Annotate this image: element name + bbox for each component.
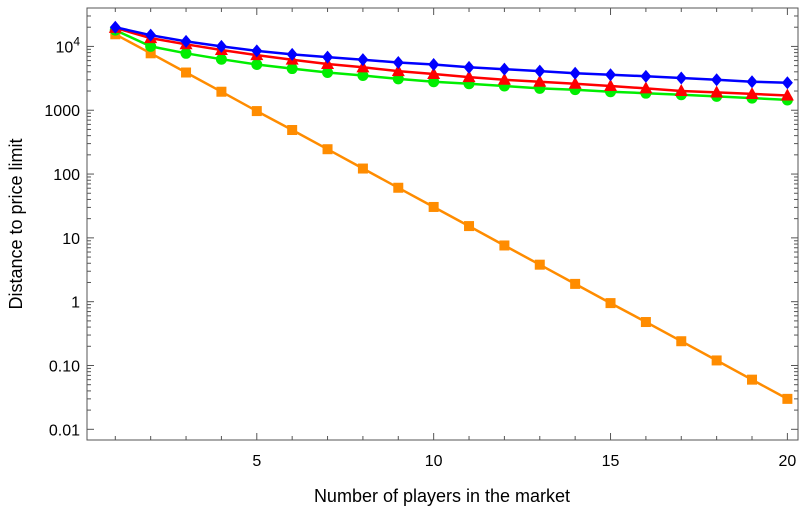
data-point-square	[393, 182, 404, 193]
data-point-circle	[286, 63, 298, 75]
data-point-square	[640, 317, 651, 328]
data-point-diamond	[569, 66, 581, 80]
data-point-triangle	[497, 72, 511, 85]
data-point-square	[464, 221, 475, 232]
data-point-square	[782, 393, 793, 404]
plot-frame	[86, 7, 799, 441]
ticks: 5 10 15 20 0.01 0.10 1 10 100 1000 104	[44, 7, 798, 470]
data-point-diamond	[640, 69, 652, 83]
data-point-square	[322, 144, 333, 155]
data-point-triangle	[674, 84, 688, 97]
data-point-triangle	[745, 86, 759, 99]
y-tick-label: 104	[56, 34, 81, 56]
series-square	[110, 29, 793, 404]
data-point-square	[428, 201, 439, 212]
y-tick-label: 10	[62, 231, 80, 248]
series-line	[114, 28, 788, 102]
series-line	[114, 26, 788, 97]
data-point-triangle	[780, 88, 794, 101]
data-point-square	[251, 106, 262, 117]
data-point-diamond	[605, 68, 617, 82]
data-point-triangle	[568, 76, 582, 89]
x-tick-label: 20	[778, 453, 796, 470]
y-axis-title: Distance to price limit	[6, 138, 26, 309]
x-tick-label: 5	[252, 453, 261, 470]
data-point-triangle	[356, 60, 370, 73]
data-point-diamond	[534, 64, 546, 78]
series-line	[114, 33, 788, 400]
data-point-square	[711, 355, 722, 366]
data-point-square	[181, 67, 192, 78]
y-tick-label: 1000	[44, 103, 80, 120]
data-point-diamond	[392, 55, 404, 69]
data-point-circle	[357, 70, 369, 82]
data-point-circle	[180, 47, 192, 59]
data-point-diamond	[322, 50, 334, 64]
data-point-diamond	[711, 73, 723, 87]
data-point-square	[605, 298, 616, 309]
series-diamond	[109, 20, 793, 90]
data-point-square	[534, 259, 545, 270]
y-tick-label: 0.10	[49, 358, 80, 375]
data-point-diamond	[251, 44, 263, 58]
x-tick-label: 10	[425, 453, 443, 470]
data-point-diamond	[428, 58, 440, 72]
data-point-diamond	[357, 53, 369, 67]
data-point-diamond	[781, 76, 793, 90]
data-point-triangle	[462, 70, 476, 83]
series-triangle	[108, 20, 794, 101]
data-point-triangle	[710, 85, 724, 98]
data-point-diamond	[145, 28, 157, 42]
data-point-square	[287, 125, 298, 136]
data-point-square	[145, 48, 156, 59]
data-point-circle	[251, 59, 263, 71]
data-point-diamond	[463, 60, 475, 74]
series-layer	[108, 20, 794, 404]
data-point-triangle	[604, 78, 618, 91]
data-point-diamond	[215, 39, 227, 53]
data-point-diamond	[746, 75, 758, 89]
data-point-square	[216, 86, 227, 97]
series-line	[115, 25, 788, 84]
data-point-triangle	[427, 66, 441, 79]
x-axis-title: Number of players in the market	[314, 486, 570, 506]
data-point-square	[357, 163, 368, 174]
data-point-square	[499, 240, 510, 251]
data-point-diamond	[498, 62, 510, 76]
data-point-diamond	[675, 71, 687, 85]
data-point-square	[570, 278, 581, 289]
x-tick-label: 15	[602, 453, 620, 470]
data-point-circle	[145, 40, 157, 52]
y-tick-label: 1	[71, 295, 80, 312]
data-point-square	[676, 336, 687, 347]
data-point-diamond	[180, 34, 192, 48]
data-point-triangle	[639, 81, 653, 94]
data-point-diamond	[286, 47, 298, 61]
data-point-triangle	[533, 74, 547, 87]
y-tick-exponent: 4	[73, 34, 80, 48]
data-point-triangle	[391, 64, 405, 77]
data-point-circle	[215, 53, 227, 65]
y-tick-label: 0.01	[49, 422, 80, 439]
data-point-square	[747, 374, 758, 385]
y-tick-label: 100	[53, 167, 80, 184]
data-point-diamond	[109, 20, 121, 34]
data-point-circle	[322, 67, 334, 79]
